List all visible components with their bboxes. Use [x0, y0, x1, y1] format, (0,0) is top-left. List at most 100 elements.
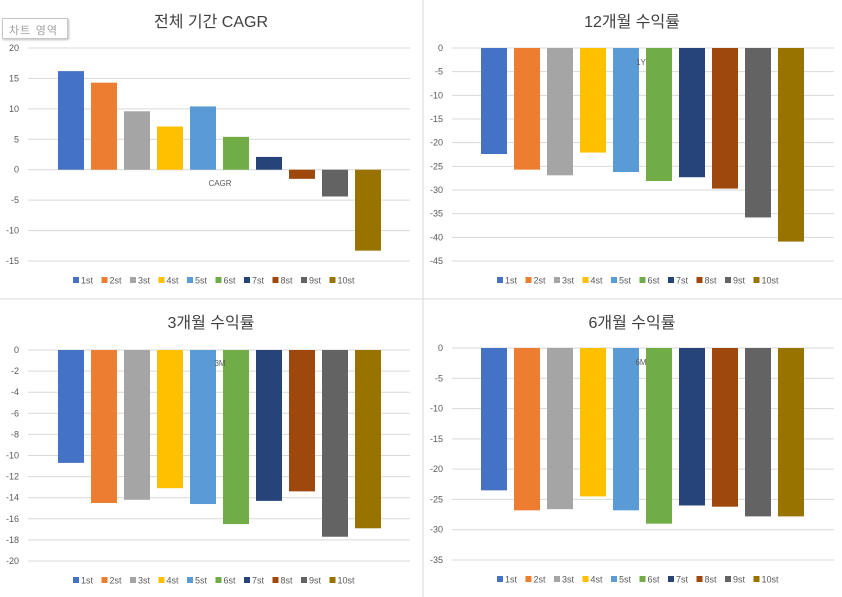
bar-5st[interactable]: [613, 348, 639, 511]
bar-4st[interactable]: [157, 126, 183, 170]
bar-1st[interactable]: [481, 48, 507, 155]
bar-7st[interactable]: [679, 348, 705, 506]
legend-label-3st: 3st: [138, 276, 151, 286]
chart-2[interactable]: 12개월 수익률 0 -5 -10 -15 -20 -25 -30 -35 -40 -45 1Y 1st…: [430, 13, 834, 286]
bar-8st[interactable]: [289, 350, 315, 492]
legend-swatch-1st: [497, 277, 503, 283]
legend-swatch-7st: [668, 277, 674, 283]
category-label: CAGR: [208, 179, 231, 188]
bar-5st[interactable]: [190, 350, 216, 505]
bar-10st[interactable]: [778, 348, 804, 517]
bar-3st[interactable]: [124, 111, 150, 170]
y-tick-label: -25: [430, 494, 443, 504]
bar-5st[interactable]: [190, 106, 216, 170]
bar-3st[interactable]: [547, 48, 573, 176]
category-label: 3M: [214, 359, 225, 368]
bar-4st[interactable]: [580, 348, 606, 497]
y-tick-label: -30: [430, 525, 443, 535]
bar-6st[interactable]: [646, 348, 672, 524]
y-tick-label: 10: [9, 104, 19, 114]
legend-label-8st: 8st: [281, 276, 294, 286]
legend-label-3st: 3st: [562, 575, 575, 585]
y-tick-label: -35: [430, 555, 443, 565]
legend-swatch-10st: [329, 577, 336, 583]
bar-9st[interactable]: [745, 348, 771, 517]
bar-1st[interactable]: [58, 71, 84, 170]
chart-4[interactable]: 6개월 수익률 0 -5 -10 -15 -20 -25 -30 -35 6M 1st 2st 3st 4…: [430, 314, 834, 585]
bar-9st[interactable]: [745, 48, 771, 218]
legend-swatch-7st: [668, 576, 674, 582]
bar-2st[interactable]: [514, 348, 540, 511]
legend-swatch-5st: [187, 577, 193, 583]
y-tick-label: -18: [6, 535, 19, 545]
legend-swatch-2st: [101, 277, 108, 283]
legend-swatch-5st: [187, 277, 193, 283]
legend-label-1st: 1st: [505, 276, 518, 286]
bar-1st[interactable]: [58, 350, 84, 463]
bar-7st[interactable]: [256, 156, 282, 170]
bar-10st[interactable]: [355, 169, 381, 251]
legend-swatch-5st: [611, 277, 617, 283]
legend-label-4st: 4st: [167, 276, 180, 286]
bar-8st[interactable]: [289, 169, 315, 179]
bar-6st[interactable]: [223, 350, 249, 525]
bar-1st[interactable]: [481, 348, 507, 491]
legend-label-9st: 9st: [309, 576, 322, 586]
chart-1[interactable]: 전체 기간 CAGR 20 15 10 5 0 -5 -10 -15 CAGR 1st 2st 3st 4…: [6, 13, 410, 286]
bar-2st[interactable]: [514, 48, 540, 170]
bar-3st[interactable]: [547, 348, 573, 510]
bar-3st[interactable]: [124, 350, 150, 500]
legend-label-3st: 3st: [562, 276, 575, 286]
bar-6st[interactable]: [646, 48, 672, 182]
y-tick-label: -20: [6, 556, 19, 566]
bar-7st[interactable]: [679, 48, 705, 178]
legend-label-2st: 2st: [110, 576, 123, 586]
legend-swatch-3st: [130, 577, 136, 583]
chart-3[interactable]: 3개월 수익률 0 -2 -4 -6 -8 -10 -12 -14 -16 -18 -20 3M 1st 2…: [6, 314, 410, 586]
legend-label-1st: 1st: [81, 276, 94, 286]
bar-2st[interactable]: [91, 350, 117, 503]
legend: 1st 2st 3st 4st 5st 6st 7st 8st 9st 10st: [73, 576, 355, 586]
legend-swatch-6st: [215, 577, 222, 583]
legend-swatch-3st: [554, 277, 560, 283]
legend-label-4st: 4st: [591, 276, 604, 286]
y-tick-label: -10: [6, 451, 19, 461]
legend-label-2st: 2st: [534, 276, 547, 286]
bar-10st[interactable]: [778, 48, 804, 242]
legend-label-5st: 5st: [195, 276, 208, 286]
bar-4st[interactable]: [580, 48, 606, 153]
y-tick-label: -12: [6, 472, 19, 482]
legend-label-7st: 7st: [676, 575, 689, 585]
bar-2st[interactable]: [91, 82, 117, 170]
y-tick-label: -5: [11, 195, 19, 205]
legend-swatch-4st: [158, 277, 165, 283]
bar-10st[interactable]: [355, 350, 381, 529]
bar-5st[interactable]: [613, 48, 639, 173]
legend-label-1st: 1st: [505, 575, 518, 585]
bar-8st[interactable]: [712, 348, 738, 507]
y-tick-label: -20: [430, 138, 443, 148]
y-tick-label: -4: [11, 387, 19, 397]
bar-7st[interactable]: [256, 350, 282, 501]
tooltip-label: 차트 영역: [9, 24, 58, 37]
y-tick-label: -15: [6, 256, 19, 266]
legend-label-3st: 3st: [138, 576, 151, 586]
y-tick-label: 0: [14, 345, 19, 355]
chart-title: 전체 기간 CAGR: [154, 13, 268, 31]
legend-swatch-9st: [301, 577, 307, 583]
legend-swatch-7st: [244, 577, 250, 583]
bar-8st[interactable]: [712, 48, 738, 189]
bar-4st[interactable]: [157, 350, 183, 489]
y-tick-label: 0: [14, 165, 19, 175]
legend-label-4st: 4st: [591, 575, 604, 585]
legend-swatch-10st: [329, 277, 336, 283]
legend-label-10st: 10st: [762, 575, 780, 585]
legend-label-8st: 8st: [705, 276, 718, 286]
legend-label-8st: 8st: [705, 575, 718, 585]
chart-title: 12개월 수익률: [584, 13, 680, 31]
bar-6st[interactable]: [223, 136, 249, 170]
legend-swatch-3st: [554, 576, 560, 582]
bar-9st[interactable]: [322, 350, 348, 537]
bar-9st[interactable]: [322, 169, 348, 197]
